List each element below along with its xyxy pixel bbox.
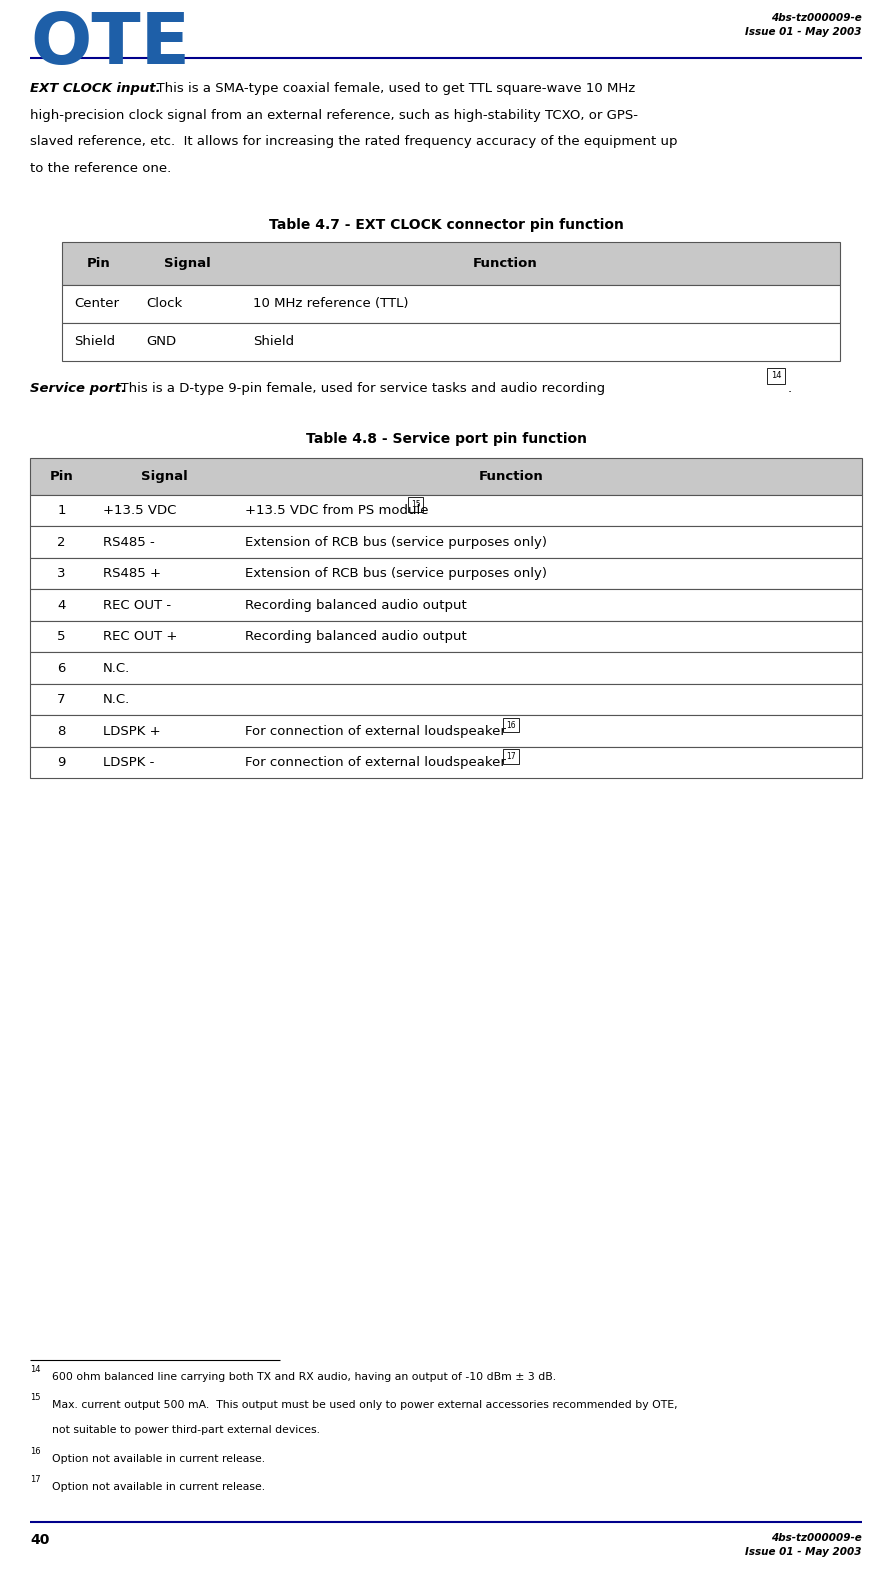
Text: For connection of external loudspeaker: For connection of external loudspeaker	[245, 756, 505, 769]
Text: Extension of RCB bus (service purposes only): Extension of RCB bus (service purposes o…	[245, 568, 546, 581]
Bar	[30, 526, 861, 558]
Text: +13.5 VDC from PS module: +13.5 VDC from PS module	[245, 504, 428, 517]
Bar	[62, 242, 839, 286]
Text: Option not available in current release.: Option not available in current release.	[52, 1482, 265, 1491]
Text: 4bs-tz000009-e: 4bs-tz000009-e	[771, 1533, 861, 1542]
Text: 600 ohm balanced line carrying both TX and RX audio, having an output of -10 dBm: 600 ohm balanced line carrying both TX a…	[52, 1372, 556, 1381]
Text: N.C.: N.C.	[103, 662, 130, 675]
Text: 16: 16	[30, 1447, 41, 1456]
Text: 40: 40	[30, 1533, 50, 1547]
Text: 15: 15	[410, 499, 420, 509]
Text: 10 MHz reference (TTL): 10 MHz reference (TTL)	[253, 298, 408, 311]
Text: Issue 01 - May 2003: Issue 01 - May 2003	[744, 1547, 861, 1557]
Text: 3: 3	[58, 568, 66, 581]
Text: 17: 17	[30, 1475, 41, 1483]
Text: slaved reference, etc.  It allows for increasing the rated frequency accuracy of: slaved reference, etc. It allows for inc…	[30, 136, 677, 148]
Text: 1: 1	[58, 504, 66, 517]
Bar	[30, 746, 861, 778]
Text: OTE: OTE	[30, 10, 190, 80]
Text: Pin: Pin	[86, 257, 110, 270]
Text: 6: 6	[58, 662, 66, 675]
Bar	[30, 620, 861, 652]
Text: Function: Function	[472, 257, 537, 270]
Text: Service port.: Service port.	[30, 381, 126, 396]
Text: RS485 +: RS485 +	[103, 568, 161, 581]
Bar	[502, 718, 518, 732]
Text: Clock: Clock	[146, 298, 183, 311]
Text: .: .	[787, 381, 791, 396]
Text: Pin: Pin	[50, 471, 74, 483]
Bar	[766, 368, 784, 384]
Text: For connection of external loudspeaker: For connection of external loudspeaker	[245, 724, 505, 738]
Text: 14: 14	[770, 372, 781, 381]
Text: Issue 01 - May 2003: Issue 01 - May 2003	[744, 27, 861, 37]
Text: 5: 5	[58, 630, 66, 643]
Bar	[30, 558, 861, 590]
Text: 15: 15	[30, 1394, 41, 1402]
Bar	[62, 286, 839, 324]
Text: REC OUT +: REC OUT +	[103, 630, 177, 643]
Text: This is a SMA-type coaxial female, used to get TTL square-wave 10 MHz: This is a SMA-type coaxial female, used …	[148, 81, 634, 96]
Text: not suitable to power third-part external devices.: not suitable to power third-part externa…	[52, 1424, 320, 1436]
Text: 14: 14	[30, 1365, 41, 1373]
Text: Extension of RCB bus (service purposes only): Extension of RCB bus (service purposes o…	[245, 536, 546, 549]
Text: Max. current output 500 mA.  This output must be used only to power external acc: Max. current output 500 mA. This output …	[52, 1400, 677, 1410]
Text: RS485 -: RS485 -	[103, 536, 155, 549]
Text: 9: 9	[58, 756, 66, 769]
Text: This is a D-type 9-pin female, used for service tasks and audio recording: This is a D-type 9-pin female, used for …	[112, 381, 604, 396]
Text: 4: 4	[58, 598, 66, 612]
Text: Function: Function	[478, 471, 542, 483]
Text: EXT CLOCK input.: EXT CLOCK input.	[30, 81, 160, 96]
Text: 7: 7	[58, 694, 66, 707]
Text: 16: 16	[505, 721, 515, 729]
Text: N.C.: N.C.	[103, 694, 130, 707]
Text: Shield: Shield	[253, 335, 294, 348]
Text: GND: GND	[146, 335, 176, 348]
Bar	[30, 684, 861, 716]
Text: Signal: Signal	[164, 257, 211, 270]
Text: Recording balanced audio output: Recording balanced audio output	[245, 598, 466, 612]
Text: LDSPK -: LDSPK -	[103, 756, 154, 769]
Bar	[30, 716, 861, 746]
Text: high-precision clock signal from an external reference, such as high-stability T: high-precision clock signal from an exte…	[30, 108, 637, 121]
Text: +13.5 VDC: +13.5 VDC	[103, 504, 176, 517]
Bar	[30, 590, 861, 620]
Text: Option not available in current release.: Option not available in current release.	[52, 1453, 265, 1464]
Text: REC OUT -: REC OUT -	[103, 598, 171, 612]
Text: 2: 2	[58, 536, 66, 549]
Bar	[502, 750, 518, 764]
Text: Table 4.8 - Service port pin function: Table 4.8 - Service port pin function	[305, 432, 586, 447]
Text: 8: 8	[58, 724, 66, 738]
Text: to the reference one.: to the reference one.	[30, 161, 171, 174]
Text: Recording balanced audio output: Recording balanced audio output	[245, 630, 466, 643]
Bar	[30, 458, 861, 494]
Text: Shield: Shield	[74, 335, 115, 348]
Text: 4bs-tz000009-e: 4bs-tz000009-e	[771, 13, 861, 22]
Text: Table 4.7 - EXT CLOCK connector pin function: Table 4.7 - EXT CLOCK connector pin func…	[268, 219, 623, 231]
Bar	[408, 498, 423, 512]
Text: 17: 17	[505, 751, 515, 761]
Text: Signal: Signal	[140, 471, 187, 483]
Text: LDSPK +: LDSPK +	[103, 724, 160, 738]
Bar	[62, 324, 839, 360]
Bar	[30, 652, 861, 684]
Bar	[30, 494, 861, 526]
Text: Center: Center	[74, 298, 119, 311]
